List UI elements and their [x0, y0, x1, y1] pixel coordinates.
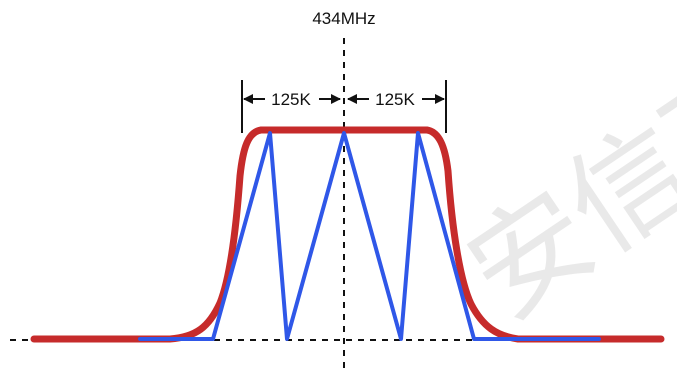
watermark-group: 安信可: [444, 32, 677, 344]
chirp-waveform: [138, 131, 601, 341]
left-span-label: 125K: [271, 90, 311, 109]
watermark-text: 安信可: [444, 32, 677, 344]
right-span-label: 125K: [375, 90, 415, 109]
signal-envelope: [30, 126, 665, 343]
center-frequency-label: 434MHz: [312, 9, 375, 28]
